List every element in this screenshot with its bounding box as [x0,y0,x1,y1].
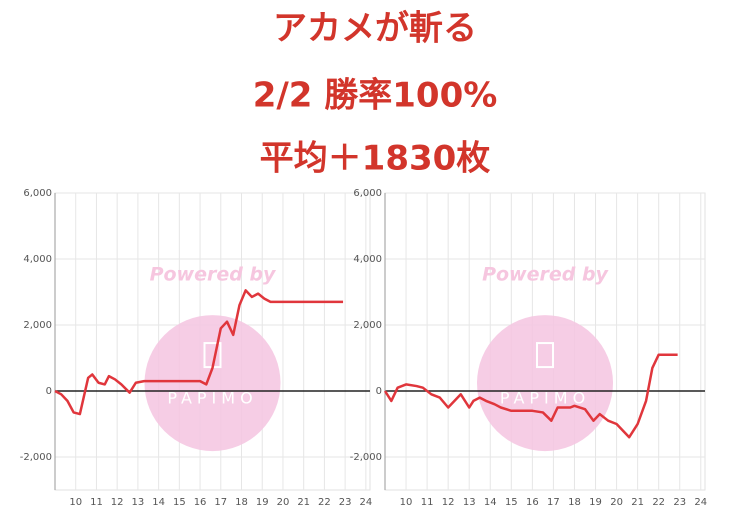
y-tick-label: 6,000 [23,188,52,199]
watermark-text: Powered by [150,264,277,286]
x-tick-label: 11 [90,497,103,508]
y-tick-label: 4,000 [353,254,382,265]
title-line: アカメが斬る [273,9,477,49]
data-line [54,289,344,416]
y-tick-label: -2,000 [350,452,382,463]
title-line: 2/2 勝率100% [253,76,498,116]
x-tick-label: 21 [297,497,310,508]
watermark-text: Powered by [482,264,609,286]
x-tick-label: 16 [526,497,539,508]
x-tick-label: 19 [256,497,269,508]
watermark-circle [477,315,613,452]
x-tick-label: 14 [152,497,165,508]
x-tick-label: 15 [505,497,518,508]
watermark-circle [144,315,281,452]
y-tick-label: 0 [376,386,382,397]
x-tick-label: 13 [132,497,145,508]
x-tick-label: 21 [631,497,644,508]
x-tick-label: 22 [318,497,331,508]
title-line: 平均＋1830枚 [260,139,491,179]
x-tick-label: 17 [214,497,227,508]
x-tick-label: 19 [589,497,602,508]
y-tick-label: -2,000 [20,452,52,463]
x-tick-label: 20 [610,497,623,508]
y-tick-label: 4,000 [23,254,52,265]
x-tick-label: 12 [442,497,455,508]
x-tick-label: 18 [568,497,581,508]
watermark-icon [536,342,554,369]
x-tick-label: 23 [339,497,352,508]
x-tick-label: 12 [111,497,124,508]
x-tick-label: 15 [173,497,186,508]
x-tick-label: 17 [547,497,560,508]
data-line [383,353,678,439]
x-tick-label: 14 [484,497,497,508]
watermark-text: PAPIMO [167,389,257,408]
x-tick-label: 11 [421,497,434,508]
x-tick-label: 10 [400,497,413,508]
y-tick-label: 6,000 [353,188,382,199]
x-tick-label: 18 [235,497,248,508]
x-tick-label: 10 [69,497,82,508]
y-tick-label: 2,000 [353,320,382,331]
x-tick-label: 24 [694,497,707,508]
watermark-text: PAPIMO [500,389,590,408]
x-tick-label: 16 [194,497,207,508]
x-tick-label: 13 [463,497,476,508]
x-tick-label: 23 [673,497,686,508]
x-tick-label: 20 [277,497,290,508]
x-tick-label: 24 [359,497,372,508]
y-tick-label: 0 [46,386,52,397]
y-tick-label: 2,000 [23,320,52,331]
x-tick-label: 22 [652,497,665,508]
